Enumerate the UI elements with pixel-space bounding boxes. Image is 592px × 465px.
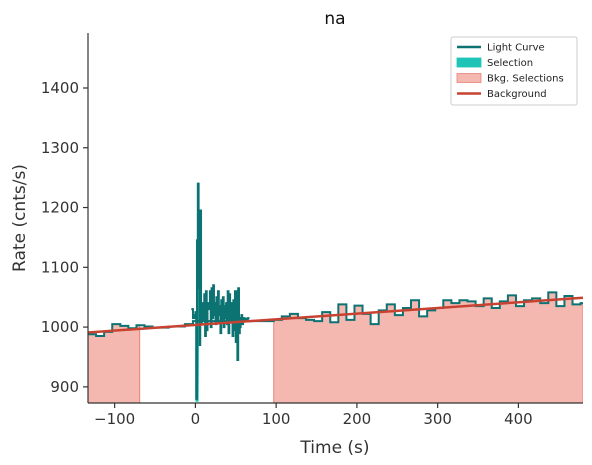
legend-box [450,36,578,106]
legend-entry-label: Bkg. Selections [487,74,564,85]
y-tick-label: 1400 [41,79,79,97]
y-tick-label: 1100 [41,258,79,276]
x-tick-label: 400 [504,410,533,428]
legend-patch-swatch [456,57,482,68]
x-tick-label: 200 [343,410,372,428]
legend: Light Curve Selection Bkg. Selections Backg… [450,36,578,106]
legend-entry-label: Selection [487,58,533,69]
y-tick-label: 900 [50,378,79,396]
legend-entry-label: Light Curve [487,43,545,54]
y-axis-label: Rate (cnts/s) [10,164,30,272]
legend-patch-swatch [456,73,482,83]
x-axis-label: Time (s) [299,438,369,458]
y-tick-label: 1200 [41,199,79,217]
x-tick-label: −100 [94,410,135,428]
y-tick-label: 1000 [41,318,79,336]
background-model-line [88,296,583,334]
y-tick-label: 1300 [41,139,79,157]
chart-title: na [324,9,345,29]
light-curve-fine-series [191,182,250,400]
x-tick-label: 300 [423,410,452,428]
plot-area [88,182,583,403]
axes: −100 0 100 200 300 400 900 1000 1100 1200 1300 1400 [41,33,583,428]
legend-entry-label: Background [487,89,547,100]
x-tick-label: 0 [191,410,201,428]
x-tick-label: 100 [262,410,291,428]
